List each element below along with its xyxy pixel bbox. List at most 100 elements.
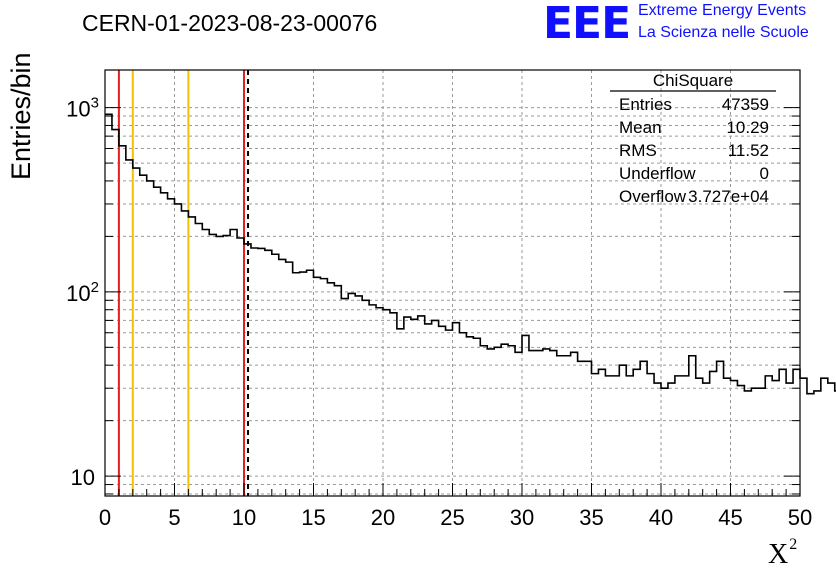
- histogram-bin: [327, 283, 334, 496]
- histogram-bin: [480, 346, 487, 496]
- x-tick-label: 25: [440, 505, 464, 530]
- histogram-bin: [168, 199, 175, 496]
- histogram-bin: [216, 236, 223, 496]
- histogram-bin: [675, 376, 682, 496]
- histogram-bin: [765, 376, 772, 496]
- histogram-bin: [355, 296, 362, 496]
- histogram-bin: [564, 356, 571, 496]
- histogram-bin: [487, 349, 494, 496]
- histogram-bin: [147, 181, 154, 496]
- x-tick-label: 0: [99, 505, 111, 530]
- histogram-bin: [661, 388, 668, 496]
- histogram-bin: [737, 386, 744, 496]
- x-axis-label-base: X: [768, 539, 789, 570]
- histogram-bin: [140, 175, 147, 496]
- histogram-bin: [446, 330, 453, 496]
- logo-caption-line1: Extreme Energy Events: [638, 2, 807, 19]
- histogram-bin: [828, 383, 835, 496]
- histogram-bin: [494, 347, 501, 496]
- histogram-bin: [425, 324, 432, 496]
- histogram-bin: [466, 337, 473, 496]
- histogram-bin: [258, 248, 265, 496]
- histogram-bin: [710, 371, 717, 496]
- histogram-bin: [251, 248, 258, 496]
- histogram-bin: [397, 329, 404, 496]
- chart-title: CERN-01-2023-08-23-00076: [82, 10, 378, 36]
- histogram-bin: [133, 168, 140, 496]
- histogram-bin: [515, 352, 522, 496]
- histogram-outline: [105, 113, 836, 395]
- histogram-bin: [119, 146, 126, 496]
- histogram-bin: [668, 383, 675, 496]
- axis-label-layer: 0 5 10 15 20 25 30 35 40 45 50 10 102 103: [66, 95, 812, 530]
- stats-row-value: 11.52: [728, 141, 769, 160]
- histogram-bin: [543, 349, 550, 496]
- histogram-bin: [779, 369, 786, 496]
- histogram-bin: [821, 378, 828, 496]
- histogram-bin: [209, 234, 216, 496]
- histogram-bin: [195, 223, 202, 496]
- histogram-bin: [772, 381, 779, 496]
- stats-row-label: Underflow: [619, 164, 696, 183]
- histogram-bin: [161, 193, 168, 496]
- y-tick-label: 102: [66, 279, 99, 306]
- histogram-bin: [272, 254, 279, 496]
- stats-row-label: Entries: [619, 95, 672, 114]
- histogram-bin: [751, 388, 758, 496]
- histogram-bin: [307, 270, 314, 496]
- x-tick-label: 30: [510, 505, 534, 530]
- histogram-bin: [418, 316, 425, 496]
- histogram-bin: [320, 279, 327, 496]
- histogram-bin: [453, 323, 460, 496]
- histogram-bin: [647, 374, 654, 496]
- histogram-bin: [223, 236, 230, 496]
- histogram-bin: [731, 381, 738, 496]
- histogram-bin: [501, 344, 508, 496]
- histogram-bin: [175, 204, 182, 496]
- histogram-bin: [202, 230, 209, 496]
- stats-row-value: 10.29: [726, 118, 769, 137]
- histogram-bin: [154, 187, 161, 496]
- stats-row-value: 3.727e+04: [688, 187, 769, 206]
- histogram-bin: [105, 114, 112, 496]
- y-tick-label: 10: [71, 465, 95, 490]
- histogram-bin: [369, 305, 376, 496]
- stats-row-value: 47359: [722, 95, 769, 114]
- x-tick-label: 20: [371, 505, 395, 530]
- histogram-bin: [334, 286, 341, 496]
- histogram-bin: [293, 273, 300, 496]
- x-tick-label: 45: [718, 505, 742, 530]
- x-tick-label: 50: [788, 505, 812, 530]
- x-tick-label: 15: [301, 505, 325, 530]
- histogram-bin: [279, 259, 286, 496]
- histogram-bin: [786, 383, 793, 496]
- histogram-bin: [314, 277, 321, 496]
- histogram-bin: [112, 130, 119, 496]
- histogram-bin: [383, 310, 390, 496]
- histogram-bin: [376, 308, 383, 496]
- histogram-bin: [571, 352, 578, 496]
- histogram-bin: [300, 272, 307, 496]
- histogram-bin: [536, 351, 543, 496]
- histogram-bin: [626, 376, 633, 496]
- histogram-bin: [717, 361, 724, 496]
- histogram-bin: [439, 326, 446, 496]
- x-tick-label: 5: [168, 505, 180, 530]
- histogram-bin: [348, 293, 355, 496]
- histogram-bin: [689, 356, 696, 496]
- histogram-bin: [473, 338, 480, 496]
- histogram-bin: [758, 388, 765, 496]
- histogram-bin: [230, 230, 237, 496]
- histogram-bin: [404, 317, 411, 496]
- histogram-bin: [605, 376, 612, 496]
- histogram-layer: [105, 113, 836, 496]
- histogram-bin: [126, 160, 133, 496]
- histogram-bin: [341, 299, 348, 496]
- histogram-bin: [188, 217, 195, 496]
- histogram-bin: [696, 378, 703, 496]
- stats-box-title: ChiSquare: [653, 71, 733, 90]
- histogram-bin: [640, 361, 647, 496]
- histogram-bin: [800, 378, 807, 496]
- histogram-bin: [286, 262, 293, 496]
- y-tick-label: 103: [66, 95, 99, 122]
